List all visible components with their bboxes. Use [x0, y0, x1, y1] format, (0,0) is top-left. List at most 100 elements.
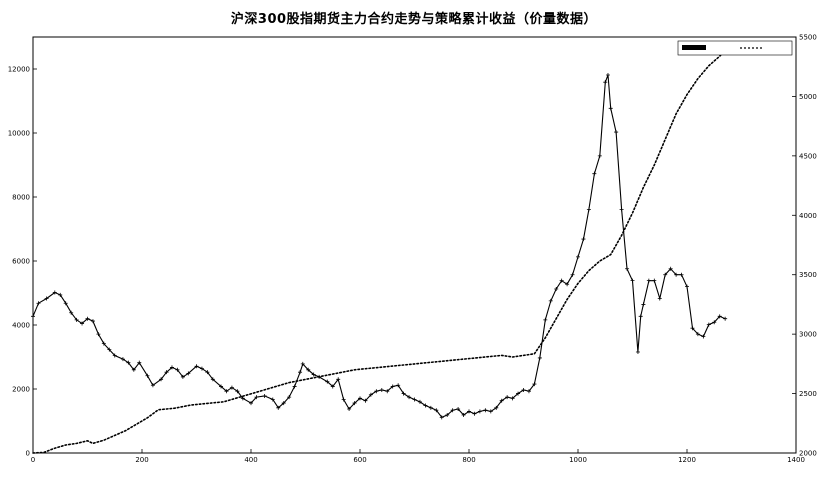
series-point-marker	[254, 395, 259, 400]
series-point-marker	[199, 366, 204, 371]
series-point-marker	[472, 411, 477, 416]
series-point-marker	[605, 73, 610, 78]
series-point-marker	[701, 334, 706, 339]
series-point-marker	[205, 370, 210, 375]
y-axis-right: 2000 2500 3000 3500 4000 4500 5000 5500	[792, 34, 817, 458]
y-left-tick-label: 8000	[12, 194, 30, 202]
series-point-marker	[608, 106, 613, 111]
series-point-marker	[396, 383, 401, 388]
series-point-marker	[44, 296, 49, 301]
x-tick-label: 400	[244, 456, 257, 464]
y-right-tick-label: 4000	[799, 212, 817, 220]
legend	[677, 40, 793, 56]
series-point-marker	[652, 278, 657, 283]
series-point-marker	[112, 353, 117, 358]
x-tick-label: 1400	[787, 456, 805, 464]
series-point-marker	[368, 392, 373, 397]
series-point-marker	[505, 395, 510, 400]
series-point-marker	[287, 395, 292, 400]
series-point-marker	[483, 408, 488, 413]
x-tick-label: 200	[135, 456, 148, 464]
series-point-marker	[276, 405, 281, 410]
series-point-marker	[657, 296, 662, 301]
series-point-marker	[74, 317, 79, 322]
series-point-marker	[186, 371, 191, 376]
series-layer	[31, 49, 728, 454]
plot-frame	[32, 36, 797, 454]
series-point-marker	[543, 317, 548, 322]
series-point-marker	[537, 355, 542, 360]
series-point-marker	[516, 391, 521, 396]
series-point-marker	[300, 361, 305, 366]
x-tick-label: 800	[462, 456, 475, 464]
series-point-marker	[379, 388, 384, 393]
series-point-marker	[450, 408, 455, 413]
series-point-marker	[52, 290, 57, 295]
series-point-marker	[341, 397, 346, 402]
series-point-marker	[635, 349, 640, 354]
series-point-marker	[597, 153, 602, 158]
series-point-marker	[412, 397, 417, 402]
series-point-marker	[325, 379, 330, 384]
series-point-marker	[281, 401, 286, 406]
series-point-marker	[180, 374, 185, 379]
series-point-marker	[270, 397, 275, 402]
y-right-tick-label: 5500	[799, 34, 817, 42]
series-point-marker	[685, 284, 689, 289]
series-point-marker	[554, 286, 559, 291]
series-point-marker	[510, 396, 515, 401]
series-point-marker	[668, 266, 673, 271]
series-point-marker	[603, 80, 608, 85]
series-point-marker	[31, 314, 35, 319]
series-point-marker	[625, 266, 630, 271]
series-point-marker	[347, 407, 352, 412]
y-right-tick-label: 4500	[799, 152, 817, 160]
series-point-marker	[131, 367, 136, 372]
series-point-marker	[423, 403, 428, 408]
series-point-marker	[249, 401, 253, 406]
series-point-marker	[120, 357, 125, 362]
series-point-marker	[706, 322, 711, 327]
series-point-marker	[586, 207, 591, 212]
series-point-marker	[570, 272, 575, 277]
series-point-marker	[646, 278, 651, 283]
y-left-tick-label: 10000	[8, 130, 30, 138]
series-point-marker	[581, 237, 586, 242]
series-point-marker	[69, 310, 74, 315]
series-point-marker	[690, 326, 695, 331]
series-point-marker	[467, 409, 471, 414]
y-left-tick-label: 2000	[12, 386, 30, 394]
series-point-marker	[96, 332, 101, 337]
series-point-marker	[219, 384, 224, 389]
series-point-marker	[298, 370, 303, 375]
series-point-marker	[407, 395, 412, 400]
series-point-marker	[352, 401, 357, 406]
series-point-marker	[576, 254, 580, 259]
series-point-marker	[712, 320, 717, 325]
chart-title: 沪深300股指期货主力合约走势与策略累计收益（价量数据）	[230, 12, 598, 27]
series-point-marker	[548, 298, 553, 303]
series-point-marker	[417, 399, 422, 404]
x-tick-label: 1200	[678, 456, 696, 464]
series-point-marker	[499, 398, 504, 403]
series-point-marker	[401, 391, 406, 396]
series-point-marker	[428, 405, 433, 410]
series-point-marker	[229, 385, 234, 390]
series-point-marker	[85, 316, 90, 321]
y-right-tick-label: 5000	[799, 93, 817, 101]
series-point-marker	[461, 412, 466, 417]
series-point-marker	[592, 171, 597, 176]
x-tick-label: 0	[31, 456, 35, 464]
series-point-marker	[330, 384, 335, 389]
series-point-marker	[374, 389, 379, 394]
series-point-marker	[210, 377, 215, 382]
series-point-marker	[717, 314, 722, 319]
series-point-marker	[363, 398, 368, 403]
series-point-marker	[145, 373, 150, 378]
series-point-marker	[169, 365, 174, 370]
series-point-marker	[311, 372, 316, 377]
series-point-marker	[532, 382, 537, 387]
legend-box	[677, 40, 793, 56]
series-point-marker	[194, 364, 199, 369]
